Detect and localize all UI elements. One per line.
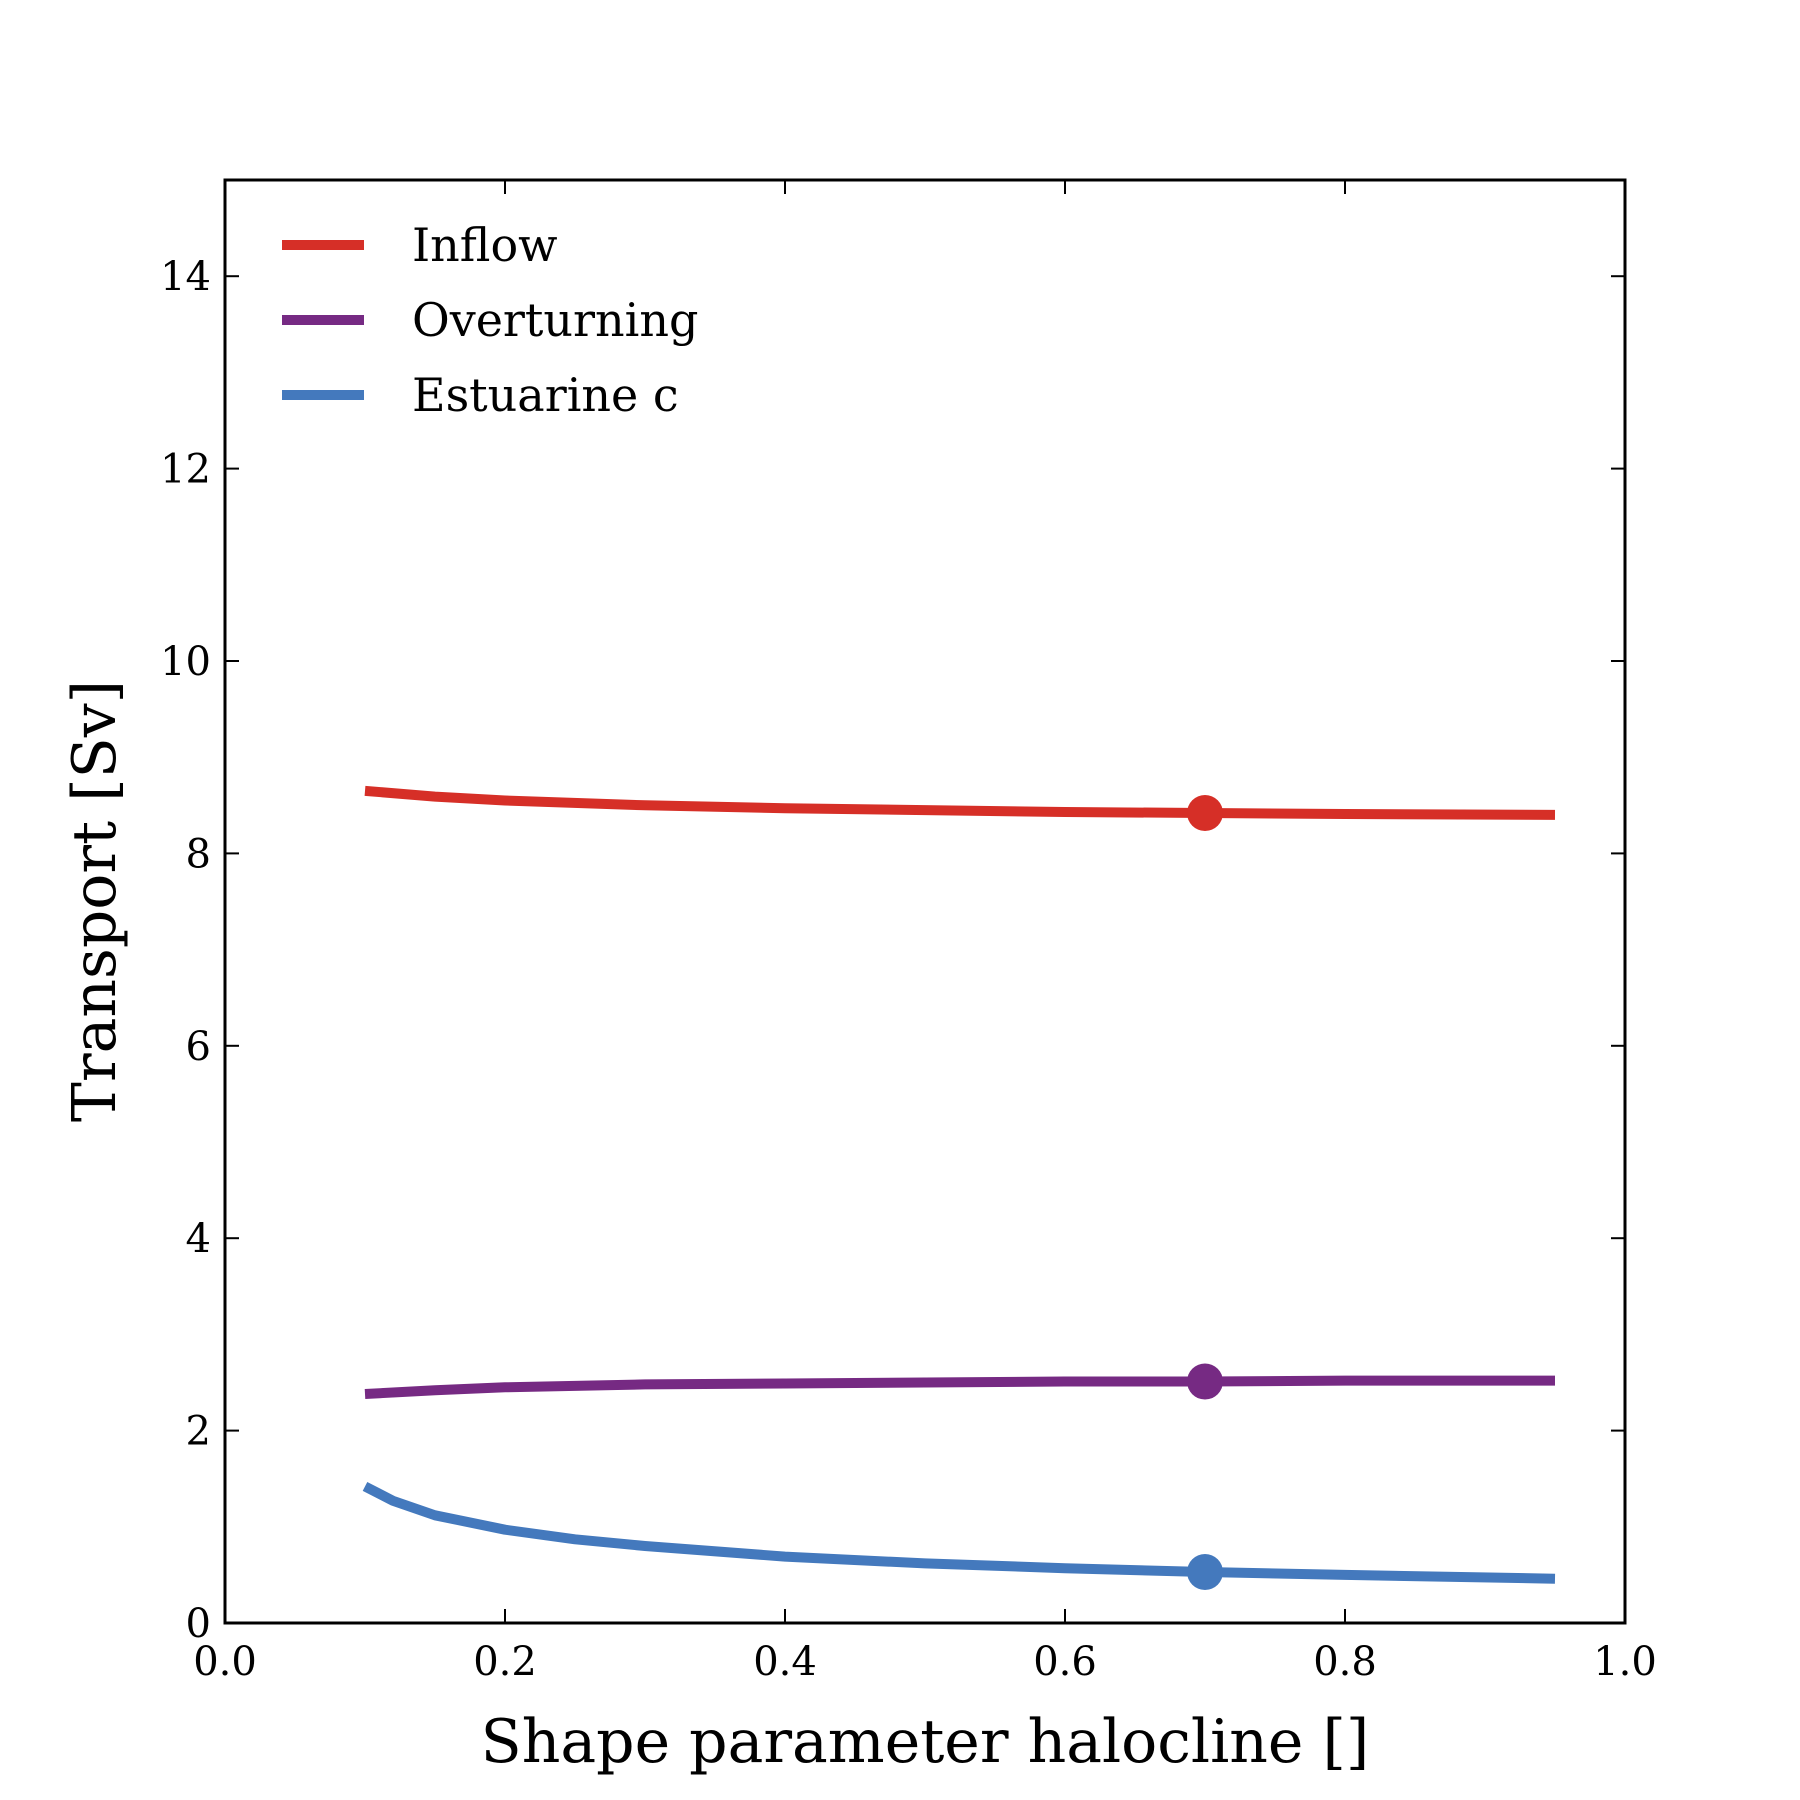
legend-label-inflow: Inflow bbox=[412, 218, 558, 272]
marker-layer bbox=[1187, 794, 1223, 1591]
x-tick-label: 1.0 bbox=[1593, 1639, 1657, 1685]
series-marker-inflow bbox=[1187, 794, 1223, 831]
legend-label-estuarine-c: Estuarine c bbox=[412, 368, 679, 422]
y-tick-label: 2 bbox=[186, 1409, 211, 1455]
y-tick-label: 12 bbox=[160, 447, 211, 493]
y-tick-label: 14 bbox=[160, 254, 211, 300]
series-line-inflow bbox=[364, 785, 1556, 820]
x-tick-label: 0.0 bbox=[193, 1639, 257, 1685]
plot-frame bbox=[223, 178, 1627, 1625]
x-tick-label: 0.4 bbox=[753, 1639, 817, 1685]
series-marker-overturning bbox=[1187, 1363, 1223, 1400]
y-tick-label: 8 bbox=[186, 831, 211, 877]
legend: Inflow Overturning Estuarine c bbox=[282, 218, 698, 422]
series-marker-estuarine-c bbox=[1187, 1554, 1223, 1591]
y-tick-label: 0 bbox=[186, 1601, 211, 1647]
y-axis-title: Transport [Sv] bbox=[60, 680, 130, 1122]
tick-layer: 0.0 0.2 0.4 0.6 0.8 1.0 0 2 4 6 8 10 12 14 bbox=[160, 180, 1657, 1685]
x-tick-label: 0.2 bbox=[473, 1639, 537, 1685]
legend-label-overturning: Overturning bbox=[412, 293, 698, 347]
x-tick-label: 0.8 bbox=[1313, 1639, 1377, 1685]
x-axis-title: Shape parameter halocline [] bbox=[481, 1707, 1370, 1777]
y-tick-label: 4 bbox=[186, 1216, 211, 1262]
series-line-estuarine-c bbox=[362, 1481, 1556, 1584]
x-tick-label: 0.6 bbox=[1033, 1639, 1097, 1685]
y-tick-label: 10 bbox=[160, 639, 211, 685]
series-line-overturning bbox=[364, 1375, 1555, 1399]
y-tick-label: 6 bbox=[186, 1024, 211, 1070]
series-layer bbox=[362, 785, 1556, 1584]
